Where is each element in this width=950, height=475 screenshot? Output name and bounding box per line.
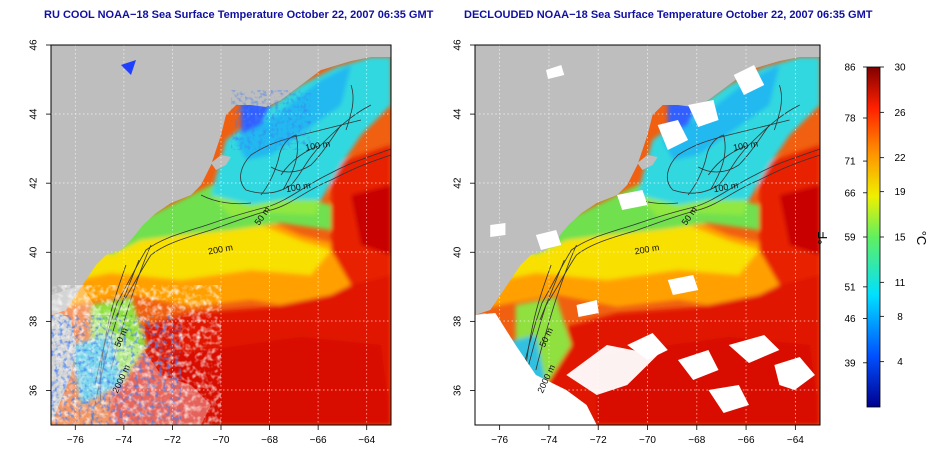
right-y-tick-label: 40 bbox=[453, 246, 464, 258]
right-x-tick-label: −76 bbox=[491, 435, 508, 446]
colorbar-c-tick-label: 22 bbox=[894, 153, 906, 164]
colorbar-f-tick-label: 59 bbox=[844, 233, 856, 244]
colorbar-c-tick-label: 8 bbox=[897, 312, 903, 323]
left-map-panel bbox=[50, 44, 392, 426]
right-x-tick-label: −72 bbox=[590, 435, 607, 446]
left-y-tick-label: 44 bbox=[29, 108, 40, 120]
left-y-tick-label: 40 bbox=[29, 246, 40, 258]
colorbar-c-tick-label: 4 bbox=[897, 357, 903, 368]
left-y-tick-label: 46 bbox=[29, 39, 40, 51]
right-y-tick-label: 36 bbox=[453, 384, 464, 396]
right-y-tick-label: 44 bbox=[453, 108, 464, 120]
colorbar-f-tick-label: 51 bbox=[844, 282, 856, 293]
right-contour-label: 200 m bbox=[634, 242, 660, 256]
left-y-tick-label: 38 bbox=[29, 315, 40, 327]
colorbar-f-tick-label: 66 bbox=[844, 188, 856, 199]
left-contour-label: 100 m bbox=[304, 139, 330, 153]
right-y-tick-label: 38 bbox=[453, 315, 464, 327]
colorbar-f-tick-label: 78 bbox=[844, 114, 856, 125]
right-x-tick-label: −70 bbox=[639, 435, 656, 446]
left-x-tick-label: −66 bbox=[310, 435, 327, 446]
left-x-tick-label: −70 bbox=[213, 435, 230, 446]
left-y-tick-label: 42 bbox=[29, 177, 40, 189]
left-x-tick-label: −72 bbox=[164, 435, 181, 446]
colorbar: °F °C bbox=[815, 66, 929, 408]
colorbar-f-tick-label: 71 bbox=[844, 157, 856, 168]
right-y-tick-label: 46 bbox=[453, 39, 464, 51]
right-map-panel bbox=[474, 44, 821, 426]
left-chart-title: RU COOL NOAA−18 Sea Surface Temperature … bbox=[44, 9, 434, 21]
cloud-speckle-left bbox=[51, 60, 311, 425]
left-contour-label: 100 m bbox=[285, 180, 311, 194]
left-x-tick-label: −64 bbox=[358, 435, 375, 446]
right-contour-label: 100 m bbox=[732, 139, 758, 153]
colorbar-f-tick-label: 86 bbox=[844, 63, 856, 74]
colorbar-gradient bbox=[866, 66, 881, 408]
colorbar-c-tick-label: 19 bbox=[894, 187, 906, 198]
colorbar-c-tick-label: 30 bbox=[894, 63, 906, 74]
right-x-tick-label: −74 bbox=[540, 435, 557, 446]
colorbar-c-tick-label: 15 bbox=[894, 233, 906, 244]
right-y-tick-label: 42 bbox=[453, 177, 464, 189]
left-x-tick-label: −74 bbox=[115, 435, 132, 446]
declouded-mask bbox=[475, 65, 815, 425]
right-x-tick-label: −66 bbox=[738, 435, 755, 446]
left-x-tick-label: −68 bbox=[261, 435, 278, 446]
right-contour-label: 100 m bbox=[713, 180, 739, 194]
colorbar-f-tick-label: 39 bbox=[844, 358, 856, 369]
colorbar-c-tick-label: 11 bbox=[895, 278, 906, 289]
right-x-tick-label: −64 bbox=[787, 435, 804, 446]
right-chart-title: DECLOUDED NOAA−18 Sea Surface Temperatur… bbox=[464, 9, 873, 21]
colorbar-f-tick-label: 46 bbox=[844, 314, 856, 325]
fahrenheit-axis-label: °F bbox=[815, 231, 830, 244]
left-contour-label: 200 m bbox=[207, 242, 233, 256]
colorbar-c-tick-label: 26 bbox=[894, 108, 906, 119]
left-y-tick-label: 36 bbox=[29, 384, 40, 396]
right-x-tick-label: −68 bbox=[688, 435, 705, 446]
left-x-tick-label: −76 bbox=[67, 435, 84, 446]
celsius-axis-label: °C bbox=[914, 231, 929, 246]
